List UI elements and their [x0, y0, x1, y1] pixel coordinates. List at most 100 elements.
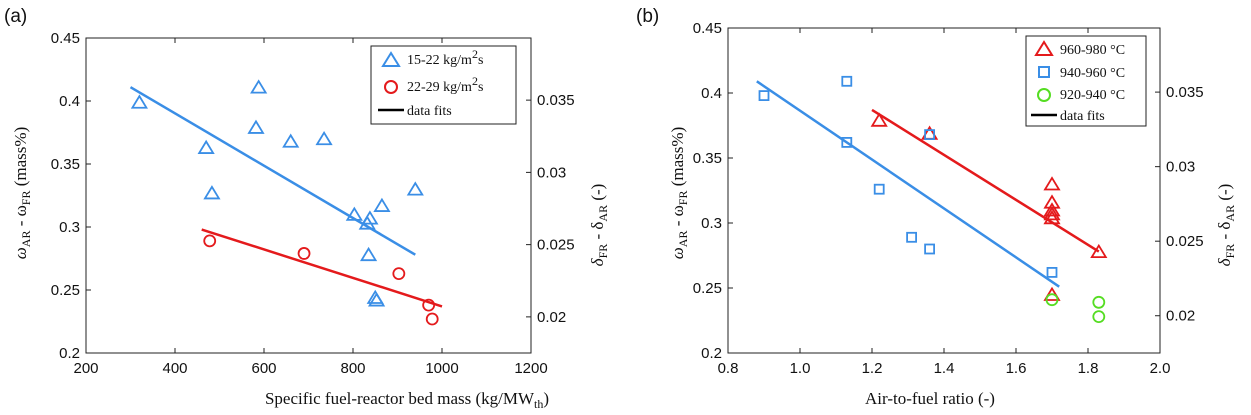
x-tick-label: 2.0 — [1150, 360, 1171, 377]
data-point-square — [841, 75, 853, 87]
x-tick-label: 200 — [73, 360, 98, 377]
legend-triangle-icon — [381, 51, 401, 67]
y2-tick-label: 0.03 — [1166, 159, 1195, 176]
y-tick-label: 0.3 — [701, 215, 722, 232]
legend-triangle-icon — [1034, 40, 1054, 56]
panel-a-legend: 15-22 kg/m2s 22-29 kg/m2s data fits — [370, 45, 517, 125]
panel-a-y2-axis-label: δFR - δAR (-) — [588, 184, 610, 267]
x-tick-label: 600 — [251, 360, 276, 377]
legend-box — [1025, 35, 1147, 127]
panel-a: (a) 200 400 600 800 1000 1200 0.2 0.25 0.3 0.35 0.… — [4, 6, 610, 411]
data-point-triangle — [1043, 210, 1061, 225]
data-point-triangle — [1090, 243, 1108, 259]
panel-b-data — [756, 75, 1108, 324]
data-point-triangle — [345, 206, 363, 221]
y-tick-label: 0.3 — [59, 219, 80, 236]
data-point-circle — [392, 267, 406, 281]
data-point-triangle — [282, 133, 300, 148]
data-point-triangle — [367, 292, 386, 307]
legend-circle-icon — [1037, 88, 1051, 102]
data-point-circle — [1092, 295, 1106, 309]
y-tick-label: 0.2 — [59, 345, 80, 362]
x-tick-label: 0.8 — [718, 360, 739, 377]
data-point-circle — [1092, 310, 1106, 324]
y-tick-label: 0.2 — [701, 345, 722, 362]
fit-line — [129, 86, 416, 256]
data-point-square — [873, 183, 885, 195]
y-tick-label: 0.4 — [59, 93, 80, 110]
y2-tick-label: 0.025 — [537, 237, 575, 254]
panel-a-x-axis-label: Specific fuel-reactor bed mass (kg/MWth) — [265, 389, 549, 411]
panel-a-y-axis-label: ωAR - ωFR (mass%) — [11, 127, 33, 259]
data-point-triangle — [1043, 286, 1061, 301]
data-point-triangle — [359, 246, 378, 262]
data-point-triangle — [130, 94, 148, 109]
data-point-triangle — [1043, 206, 1061, 221]
legend-label-960-980: 960-980 °C — [1060, 43, 1125, 58]
y2-tick-label: 0.03 — [537, 164, 566, 181]
data-point-triangle — [1043, 176, 1061, 191]
x-tick-label: 1.6 — [1006, 360, 1027, 377]
data-point-square — [924, 129, 935, 141]
data-point-circle — [203, 234, 217, 248]
x-tick-label: 1000 — [425, 360, 458, 377]
panel-a-letter: (a) — [4, 6, 27, 27]
x-tick-label: 1200 — [514, 360, 547, 377]
x-tick-label: 400 — [162, 360, 187, 377]
panel-b: (b) 0.8 1.0 1.2 1.4 1.6 1.8 2.0 0.2 0.25 0.3 0.35 0… — [636, 6, 1237, 408]
x-tick-label: 1.2 — [862, 360, 883, 377]
data-point-triangle — [406, 181, 424, 196]
data-point-triangle — [247, 119, 265, 134]
y-tick-label: 0.35 — [693, 150, 722, 167]
y-tick-label: 0.4 — [701, 85, 722, 102]
legend-label-15-22: 15-22 kg/m2s — [407, 47, 483, 68]
plot-frame — [85, 37, 532, 354]
panel-a-data — [129, 79, 443, 326]
panel-b-legend: 960-980 °C 940-960 °C 920-940 °C data fi… — [1025, 35, 1147, 127]
data-point-square — [841, 136, 853, 148]
panel-b-y2-axis-label: δFR - δAR (-) — [1215, 184, 1237, 267]
fit-line — [871, 108, 1100, 253]
y2-tick-label: 0.035 — [537, 92, 575, 109]
data-point-triangle — [197, 139, 215, 154]
y2-tick-label: 0.035 — [1166, 84, 1204, 101]
legend-label-data-fits: data fits — [407, 104, 452, 119]
x-tick-label: 1.4 — [934, 360, 955, 377]
data-point-triangle — [203, 185, 221, 200]
y-tick-label: 0.25 — [693, 280, 722, 297]
y2-tick-label: 0.02 — [537, 309, 566, 326]
y-tick-label: 0.25 — [51, 282, 80, 299]
data-point-triangle — [373, 197, 391, 212]
y-tick-label: 0.35 — [51, 156, 80, 173]
legend-square-icon — [1038, 66, 1050, 78]
legend-circle-icon — [384, 80, 398, 94]
data-point-circle — [425, 312, 439, 326]
data-point-circle — [297, 247, 311, 260]
y-tick-label: 0.45 — [51, 30, 80, 47]
data-point-triangle — [1043, 202, 1061, 217]
y2-tick-label: 0.025 — [1166, 233, 1204, 250]
x-tick-label: 800 — [340, 360, 365, 377]
fit-line — [201, 228, 443, 308]
y2-tick-label: 0.02 — [1166, 308, 1195, 325]
data-point-circle — [1045, 293, 1059, 307]
panel-a-axes: 200 400 600 800 1000 1200 0.2 0.25 0.3 0.35 0.4 0.4… — [51, 30, 575, 377]
data-point-square — [924, 243, 935, 255]
legend-label-920-940: 920-940 °C — [1060, 88, 1125, 103]
panel-b-y-axis-label: ωAR - ωFR (mass%) — [668, 127, 690, 259]
panel-b-letter: (b) — [636, 6, 659, 27]
data-point-triangle — [870, 112, 888, 127]
data-point-square — [1046, 266, 1058, 278]
data-point-square — [758, 90, 770, 101]
legend-label-data-fits: data fits — [1060, 109, 1105, 124]
x-tick-label: 1.0 — [790, 360, 811, 377]
data-point-circle — [422, 298, 436, 312]
fit-line — [756, 80, 1060, 288]
y-tick-label: 0.45 — [693, 20, 722, 37]
data-point-triangle — [315, 130, 333, 146]
legend-label-22-29: 22-29 kg/m2s — [407, 74, 483, 95]
x-tick-label: 1.8 — [1078, 360, 1099, 377]
panel-b-x-axis-label: Air-to-fuel ratio (-) — [865, 389, 995, 408]
data-point-triangle — [1043, 194, 1061, 209]
